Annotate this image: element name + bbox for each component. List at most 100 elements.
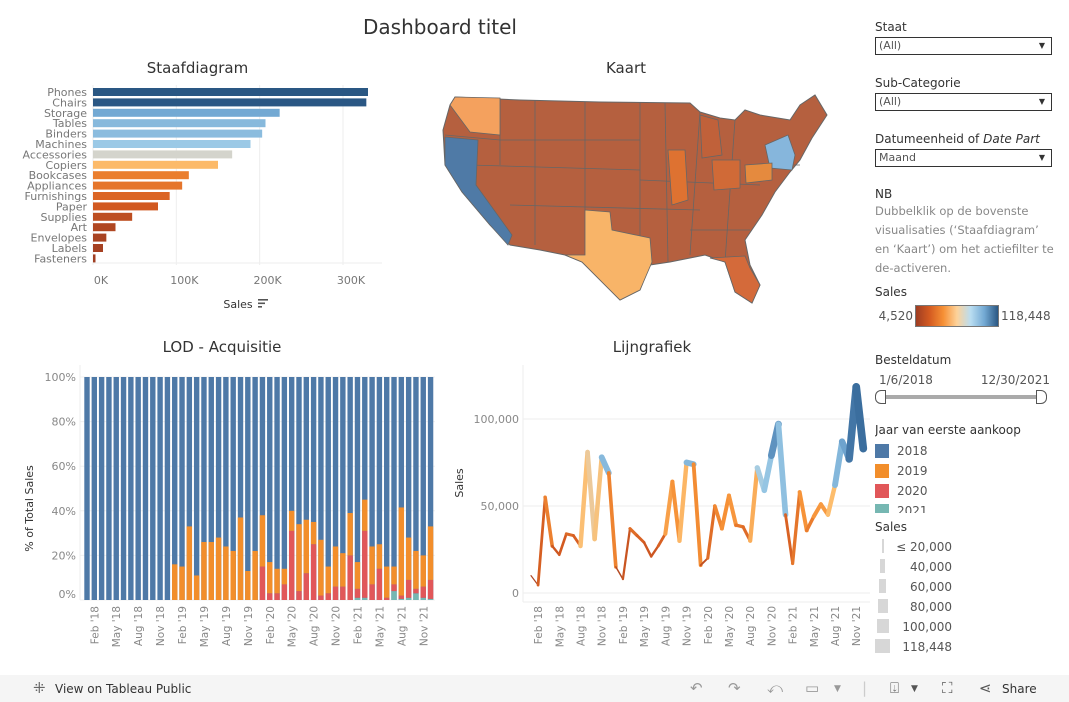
x-tick-label: Aug '18 [133,606,145,646]
bar-segment-2018 [128,377,134,600]
bar-segment-2020 [420,586,426,598]
bar-label: Copiers [46,159,88,172]
slider-handle-end[interactable] [1036,390,1047,404]
legend-item-2021[interactable]: 2021 [875,501,1055,513]
filter-datepart-label: Datumeenheid of Date Part [875,132,1055,146]
bar-segment-2018 [281,377,288,600]
x-tick-label: Nov '20 [766,606,778,646]
bar-segment-2018 [157,377,163,600]
bar-segment-2018 [267,377,273,600]
sort-line [258,306,262,308]
x-tick-label: Aug '21 [396,606,408,646]
bar-segment-2019 [318,539,324,596]
x-tick-label: Aug '18 [575,606,587,646]
line-segment [761,452,775,494]
state-texas [564,209,653,301]
redo-icon[interactable]: ↷ [728,679,741,697]
x-tick-label: Feb '21 [352,606,364,644]
bar-segment-2018 [405,377,412,600]
bar-fasteners [93,254,96,263]
undo-icon[interactable]: ↶ [690,679,703,697]
bar-segment-2020 [354,588,361,598]
size-swatch [875,618,890,636]
share-button[interactable]: Share [1002,682,1037,696]
bar-segment-2019 [376,544,383,569]
bar-segment-2018 [318,377,324,600]
date-part-dropdown[interactable]: Maand ▼ [875,149,1052,167]
dropdown-arrow-icon[interactable]: ▼ [911,684,918,694]
refresh-icon[interactable]: ▭ [805,679,820,697]
size-legend-item: 40,000 [875,557,1055,577]
bar-segment-2019 [208,542,214,600]
line-chart[interactable]: 0 50,000 100,000 Sales Feb '18 May '18 Aug '18… [445,360,870,670]
bar-segment-2021 [427,598,434,600]
line-segment [775,421,789,518]
line-segment [748,465,760,543]
bar-label: Appliances [27,180,87,193]
x-tick-label: 100K [170,274,199,287]
line-segment [598,454,612,476]
bar-segment-2019 [259,515,266,567]
sort-descending-icon[interactable] [258,299,268,308]
state-ohio [711,159,741,191]
tableau-logo-icon: ⁜ [33,679,46,697]
bar-label: Furnishings [25,190,88,203]
view-on-tableau-public-link[interactable]: View on Tableau Public [55,682,192,696]
y-tick-label: 100% [45,371,76,384]
us-state-map[interactable] [0,0,860,320]
x-tick-label: Aug '20 [309,606,321,646]
bar-segment-2020 [296,591,302,600]
bar-segment-2019 [398,507,405,596]
bar-segment-2018 [420,377,426,600]
download-icon[interactable]: ⍗ [890,679,900,697]
bar-segment-2019 [230,550,236,600]
bar-segment-2021 [420,597,426,600]
size-legend-item: 100,000 [875,617,1055,637]
state-border [724,119,736,263]
filter-date-part: Datumeenheid of Date Part Maand ▼ [875,132,1055,167]
size-legend-label: 118,448 [902,640,952,654]
dropdown-arrow-icon[interactable]: ▼ [834,684,841,694]
x-tick-label: May '21 [374,606,386,647]
bar-segment-2018 [391,377,397,600]
dropdown-arrow-icon: ▼ [1038,97,1045,106]
bar-segment-2018 [223,377,229,600]
fullscreen-icon[interactable]: ⛶ [942,679,953,697]
state-border [469,164,641,171]
state-border [444,134,501,141]
date-range-slider[interactable] [875,390,1047,404]
bar-segment-2018 [288,377,295,600]
slider-handle-start[interactable] [875,390,886,404]
x-tick-label: 300K [337,274,366,287]
bar-segment-2019 [193,575,200,600]
line-segment [578,449,590,549]
share-icon[interactable]: ⋖ [979,679,992,697]
staat-dropdown[interactable]: (All) ▼ [875,37,1052,55]
size-legend-title: Sales [875,520,907,534]
bar-segment-2019 [186,526,193,600]
revert-icon[interactable]: ⤺ [767,679,784,697]
bar-segment-2018 [237,377,244,600]
bar-segment-2018 [179,377,185,600]
sub-categorie-dropdown[interactable]: (All) ▼ [875,93,1052,111]
bar-segment-2019 [384,566,390,598]
bar-segment-2021 [362,597,368,600]
bar-segment-2020 [281,584,288,600]
x-tick-label: Feb '19 [177,606,189,644]
y-axis-title: Sales [453,468,466,498]
bar-segment-2018 [215,377,222,600]
line-segment [790,490,802,566]
legend-item-2018[interactable]: 2018 [875,441,1055,461]
bar-chart[interactable]: 0K 100K 200K 300KPhonesChairsStorageTablesB… [0,80,400,320]
y-tick-label: 80% [52,416,76,429]
besteldatum-title: Besteldatum [875,353,952,367]
lod-stacked-bar-chart[interactable]: 0% 20% 40% 60% 80% 100% % of Total Sales Feb '1… [0,360,445,670]
bar-label: Phones [47,86,87,99]
line-segment [650,544,660,558]
state-pennsylvania [744,162,773,184]
y-tick-label: 0% [59,588,76,601]
legend-item-2019[interactable]: 2019 [875,461,1055,481]
year-legend: Jaar van eerste aankoop 2018 2019 2020 2021 [875,423,1055,513]
legend-item-2020[interactable]: 2020 [875,481,1055,501]
bar-segment-2019 [347,513,353,556]
